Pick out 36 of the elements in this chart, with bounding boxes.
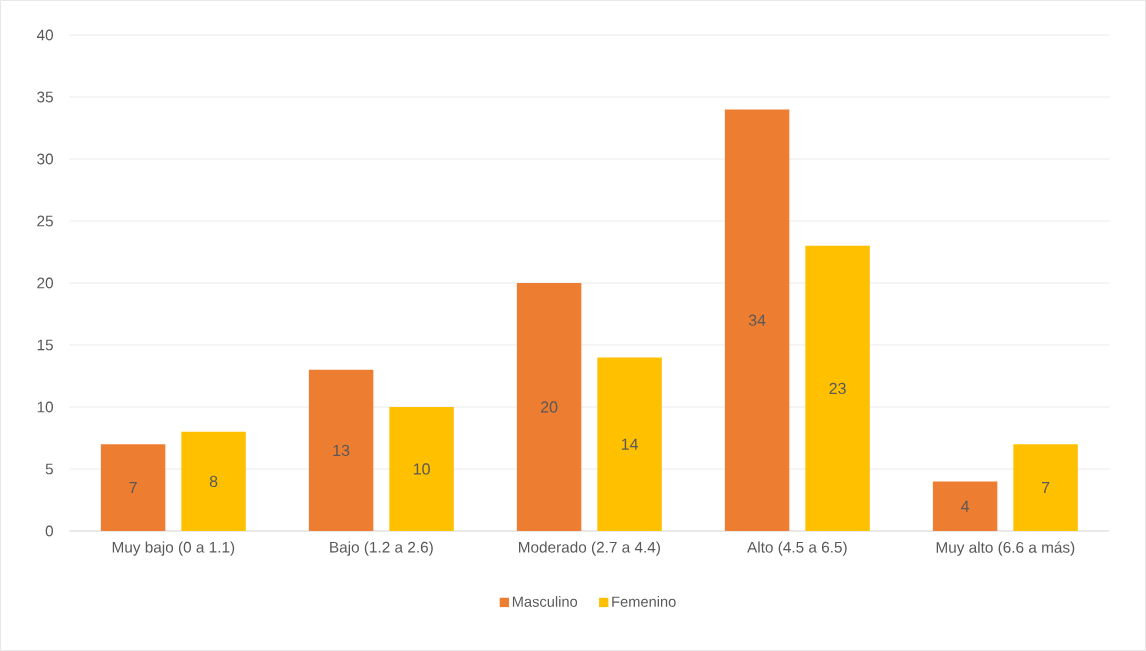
- data-label: 10: [413, 463, 430, 475]
- y-tick-label: 5: [45, 463, 53, 475]
- bar: [805, 245, 870, 531]
- y-tick-label: 35: [37, 91, 53, 103]
- x-tick-label: Alto (4.5 a 6.5): [747, 541, 847, 556]
- data-label: 13: [333, 444, 350, 457]
- y-tick-label: 25: [37, 215, 53, 227]
- data-label: 34: [748, 314, 766, 326]
- y-tick-label: 15: [37, 339, 53, 351]
- legend-label: Femenino: [612, 596, 676, 607]
- x-tick-label: Muy bajo (0 a 1.1): [112, 541, 235, 556]
- y-tick-label: 30: [37, 153, 53, 165]
- data-label: 14: [621, 438, 639, 450]
- y-tick-label: 0: [45, 525, 53, 537]
- bar: [597, 357, 662, 531]
- y-tick-label: 10: [37, 401, 53, 413]
- y-tick-label: 40: [36, 29, 53, 41]
- data-label: 20: [540, 401, 558, 413]
- bar: [1013, 444, 1078, 531]
- data-label: 23: [829, 382, 846, 395]
- legend-label: Masculino: [512, 596, 578, 607]
- x-tick-label: Muy alto (6.6 a más): [936, 541, 1075, 556]
- bar: [308, 369, 374, 531]
- bar: [100, 444, 166, 531]
- data-label: 8: [209, 475, 218, 488]
- bar: [516, 283, 582, 531]
- data-label: 4: [961, 500, 970, 512]
- bar: [932, 481, 998, 531]
- data-label: 7: [1041, 482, 1050, 494]
- bar: [724, 109, 790, 531]
- x-tick-label: Moderado (2.7 a 4.4): [519, 541, 660, 556]
- x-tick-label: Bajo (1.2 a 2.6): [330, 541, 433, 556]
- data-label: 7: [129, 482, 137, 494]
- bar: [389, 407, 454, 531]
- bar: [181, 431, 246, 531]
- y-tick-label: 20: [37, 277, 53, 289]
